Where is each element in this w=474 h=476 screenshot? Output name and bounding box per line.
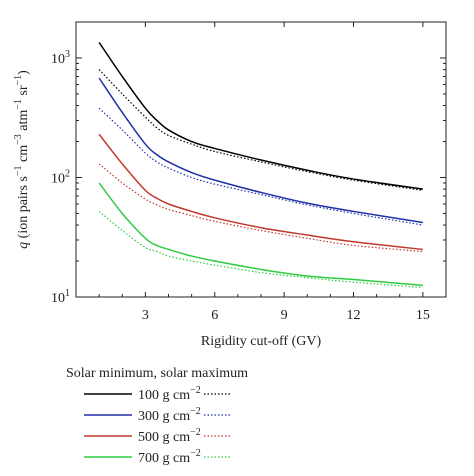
y-axis-label: q (ion pairs s−1 cm−3 atm−1 sr−1)	[13, 70, 31, 249]
legend-entry-label: 300 g cm−2	[138, 406, 201, 424]
series-line	[98, 41, 423, 190]
y-tick-label: 103	[51, 49, 70, 67]
series-line	[98, 210, 423, 289]
x-tick-label: 15	[416, 308, 430, 323]
legend-entry-label: 500 g cm−2	[138, 427, 201, 445]
x-tick-label: 12	[347, 308, 361, 323]
series-line	[98, 107, 423, 226]
x-axis-label: Rigidity cut-off (GV)	[201, 334, 322, 349]
series-line	[98, 163, 423, 253]
series-line	[98, 77, 423, 224]
y-axis: 101 102 103	[51, 49, 446, 306]
legend-entry-label: 100 g cm−2	[138, 385, 201, 403]
legend-entry-label: 700 g cm−2	[138, 448, 201, 466]
legend-title: Solar minimum, solar maximum	[66, 366, 248, 381]
legend: 100 g cm−2 300 g cm−2 500 g cm−2 700 g cm−2	[84, 385, 232, 466]
x-tick-label: 6	[211, 308, 218, 323]
y-tick-label: 102	[51, 168, 70, 186]
y-tick-label: 101	[51, 288, 70, 306]
series-line	[98, 69, 423, 191]
series-line	[98, 133, 423, 251]
x-tick-label: 3	[142, 308, 149, 323]
x-axis: 3 6 9 12 15	[98, 22, 430, 323]
x-tick-label: 9	[281, 308, 288, 323]
series-lines	[98, 41, 423, 289]
series-line	[98, 182, 423, 287]
